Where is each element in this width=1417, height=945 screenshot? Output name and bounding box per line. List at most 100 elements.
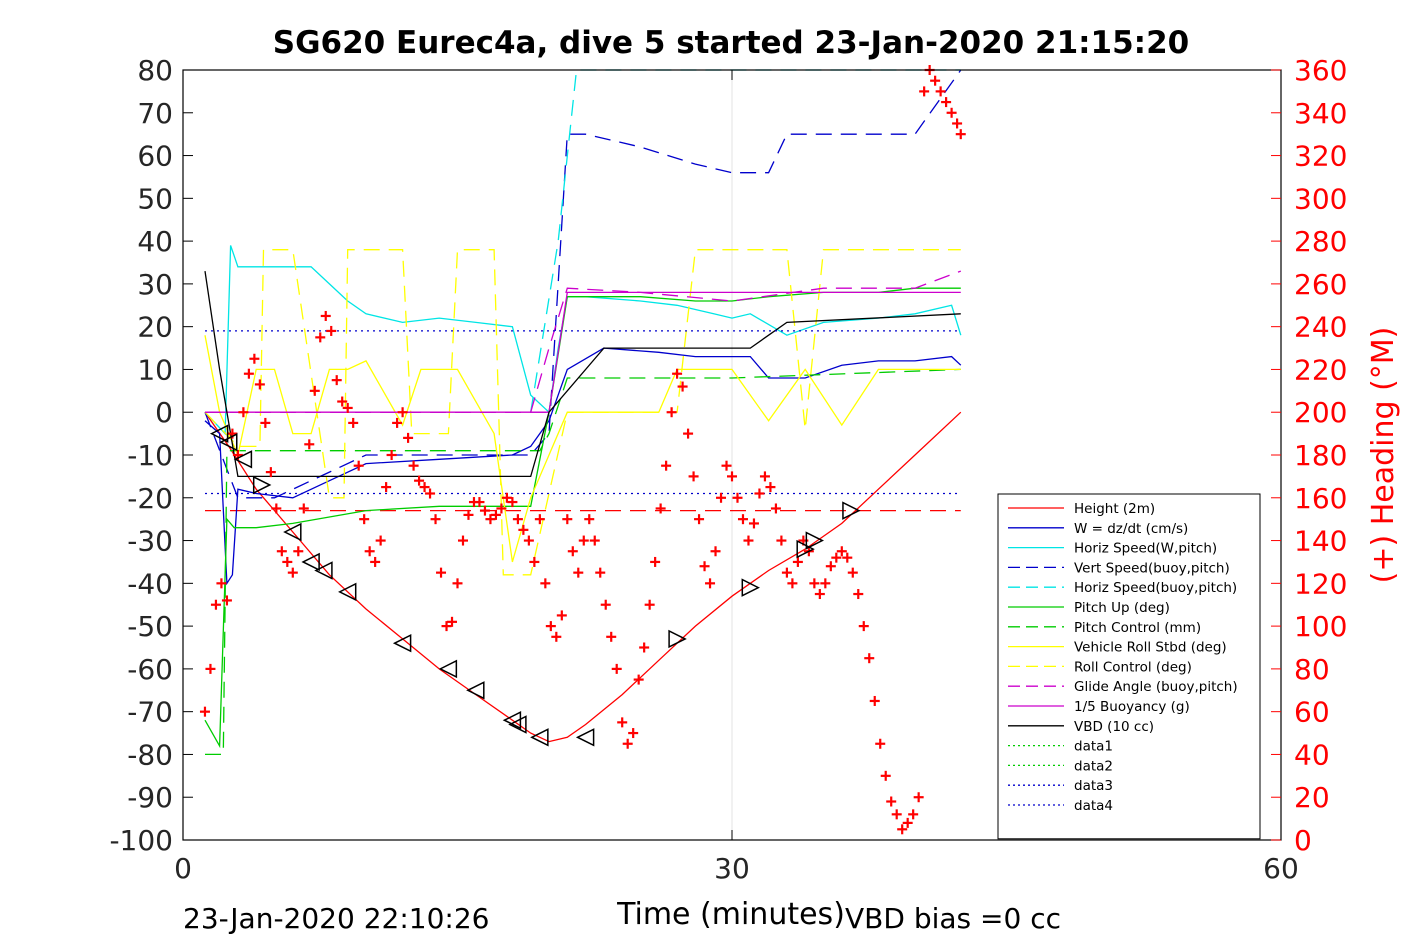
heading-point: [688, 471, 699, 482]
series-line-6: [205, 368, 961, 756]
y2-tick-label: 220: [1294, 353, 1347, 386]
heading-point: [304, 439, 315, 450]
heading-point: [869, 695, 880, 706]
legend-entry: Pitch Control (mm): [1074, 620, 1201, 636]
x-axis-label: Time (minutes): [616, 897, 845, 932]
heading-point: [705, 578, 716, 589]
legend-entry: Horiz Speed(buoy,pitch): [1074, 580, 1237, 596]
x-tick-label: 0: [174, 852, 192, 885]
heading-point: [770, 503, 781, 514]
heading-point: [534, 514, 545, 525]
heading-point: [831, 552, 842, 563]
heading-point: [419, 482, 430, 493]
y2-tick-label: 80: [1294, 653, 1330, 686]
series-line-3: [204, 69, 962, 499]
triangle-marker: [283, 522, 302, 542]
y2-tick-label: 320: [1294, 140, 1347, 173]
heading-point: [694, 514, 705, 525]
legend-entry: W = dz/dt (cm/s): [1074, 521, 1188, 537]
y-tick-label: -10: [127, 439, 173, 472]
y2-tick-label: 0: [1294, 824, 1312, 857]
triangle-marker: [466, 681, 485, 700]
triangle-marker: [842, 501, 861, 520]
heading-point: [600, 599, 611, 610]
heading-point: [683, 428, 694, 439]
legend-entry: data2: [1074, 758, 1113, 774]
y2-tick-label: 20: [1294, 781, 1330, 814]
legend-entry: Pitch Up (deg): [1074, 600, 1170, 616]
heading-point: [501, 492, 512, 503]
y-tick-label: 80: [137, 54, 173, 87]
heading-point: [820, 578, 831, 589]
heading-point: [238, 407, 249, 418]
heading-point: [309, 385, 320, 396]
vbd-bias-footer: VBD bias =0 cc: [845, 902, 1061, 935]
heading-point: [809, 578, 820, 589]
heading-point: [545, 621, 556, 632]
heading-point: [825, 561, 836, 572]
heading-point: [666, 407, 677, 418]
heading-point: [858, 621, 869, 632]
y2-tick-label: 300: [1294, 182, 1347, 215]
heading-point: [930, 75, 941, 86]
y2-tick-label: 240: [1294, 311, 1347, 344]
heading-point: [265, 467, 276, 478]
heading-point: [271, 503, 282, 514]
heading-point: [562, 514, 573, 525]
heading-point: [650, 556, 661, 567]
heading-point: [397, 407, 408, 418]
legend-entry: data1: [1074, 739, 1113, 755]
heading-point: [672, 368, 683, 379]
heading-point: [595, 567, 606, 578]
heading-point: [759, 471, 770, 482]
heading-point: [880, 770, 891, 781]
heading-point: [589, 535, 600, 546]
heading-point: [436, 567, 447, 578]
heading-point: [457, 535, 468, 546]
heading-point: [337, 396, 348, 407]
heading-point: [210, 599, 221, 610]
heading-point: [875, 738, 886, 749]
triangle-marker: [796, 539, 815, 559]
y2-tick-label: 60: [1294, 696, 1330, 729]
heading-point: [913, 792, 924, 803]
heading-point: [315, 332, 326, 343]
heading-point: [518, 524, 529, 535]
heading-point: [556, 610, 567, 621]
heading-point: [254, 379, 265, 390]
heading-point: [941, 97, 952, 108]
heading-point: [578, 535, 589, 546]
triangle-marker: [502, 711, 522, 730]
heading-point: [276, 546, 287, 557]
heading-point: [955, 129, 966, 140]
y2-tick-label: 40: [1294, 738, 1330, 771]
heading-point: [287, 567, 298, 578]
heading-point: [952, 118, 963, 129]
x-tick-label: 60: [1263, 852, 1299, 885]
y-tick-label: -90: [127, 781, 173, 814]
timestamp-footer: 23-Jan-2020 22:10:26: [183, 902, 489, 935]
heading-point: [792, 556, 803, 567]
heading-point: [710, 546, 721, 557]
triangle-marker: [233, 450, 253, 469]
heading-point: [364, 546, 375, 557]
heading-point: [864, 653, 875, 664]
triangle-marker: [741, 578, 760, 597]
heading-point: [326, 325, 337, 336]
heading-point: [842, 552, 853, 563]
heading-point: [381, 482, 392, 493]
series-line-10: [205, 291, 961, 413]
y-tick-label: -70: [127, 696, 173, 729]
heading-point: [716, 492, 727, 503]
heading-point: [529, 556, 540, 567]
y2-tick-label: 120: [1294, 567, 1347, 600]
heading-point: [611, 663, 622, 674]
heading-point: [249, 353, 260, 364]
y-tick-label: -60: [127, 653, 173, 686]
heading-point: [639, 642, 650, 653]
triangle-marker: [209, 424, 229, 443]
heading-point: [392, 417, 403, 428]
heading-point: [199, 706, 210, 717]
heading-point: [677, 381, 688, 392]
